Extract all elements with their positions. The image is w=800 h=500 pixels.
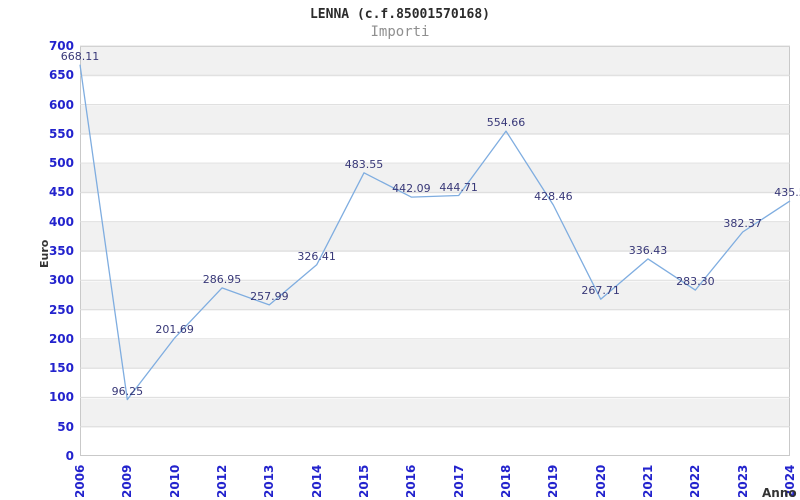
y-tick-label: 350 — [48, 244, 74, 258]
y-tick-label: 550 — [48, 126, 74, 141]
y-tick-label: 200 — [48, 331, 74, 346]
point-label: 444.71 — [439, 180, 478, 194]
chart-subtitle: Importi — [370, 24, 430, 40]
x-tick-label: 2009 — [120, 464, 135, 498]
x-tick-label: 2010 — [167, 464, 182, 498]
point-label: 668.11 — [60, 49, 100, 63]
x-tick-label: 2012 — [215, 464, 229, 498]
x-tick-label: 2023 — [735, 464, 750, 498]
x-tick-label: 2006 — [73, 464, 87, 498]
x-tick-label: 2022 — [688, 464, 703, 498]
point-label: 283.30 — [676, 275, 715, 289]
y-tick-label: 100 — [48, 390, 74, 405]
y-tick-label: 0 — [65, 449, 74, 463]
point-label: 382.37 — [723, 217, 762, 231]
x-tick-label: 2017 — [451, 464, 466, 498]
y-tick-label: 500 — [48, 156, 74, 171]
y-tick-label: 700 — [48, 39, 74, 53]
y-tick-label: 450 — [48, 185, 74, 200]
point-label: 96.25 — [111, 384, 144, 398]
point-label: 326.41 — [297, 249, 336, 263]
point-label: 435.5 — [774, 185, 800, 199]
x-tick-label: 2021 — [641, 464, 655, 498]
x-tick-label: 2019 — [546, 464, 561, 498]
point-label: 257.99 — [250, 289, 289, 303]
x-axis-title: Anno — [762, 486, 797, 500]
x-tick-label: 2013 — [262, 464, 277, 498]
point-label: 267.71 — [581, 284, 620, 298]
y-tick-label: 300 — [48, 273, 74, 288]
plot-area — [80, 46, 790, 456]
y-tick-label: 600 — [48, 97, 74, 112]
y-tick-label: 650 — [48, 68, 74, 83]
y-axis-title: Euro — [38, 239, 51, 268]
point-label: 201.69 — [155, 322, 194, 336]
point-label: 442.09 — [392, 182, 431, 196]
y-tick-label: 50 — [57, 419, 74, 434]
point-label: 428.46 — [534, 190, 573, 204]
chart-title: LENNA (c.f.85001570168) — [309, 7, 490, 22]
y-tick-label: 250 — [48, 302, 74, 317]
x-tick-label: 2020 — [593, 464, 608, 498]
point-label: 336.43 — [628, 243, 668, 257]
point-label: 554.66 — [486, 116, 526, 130]
point-label: 286.95 — [202, 272, 242, 286]
x-tick-label: 2018 — [499, 464, 513, 498]
y-tick-label: 150 — [48, 361, 74, 376]
point-label: 483.55 — [344, 157, 384, 171]
x-tick-label: 2014 — [309, 464, 324, 498]
x-tick-label: 2015 — [357, 464, 371, 498]
x-tick-label: 2016 — [404, 464, 419, 498]
y-tick-label: 400 — [48, 214, 74, 229]
